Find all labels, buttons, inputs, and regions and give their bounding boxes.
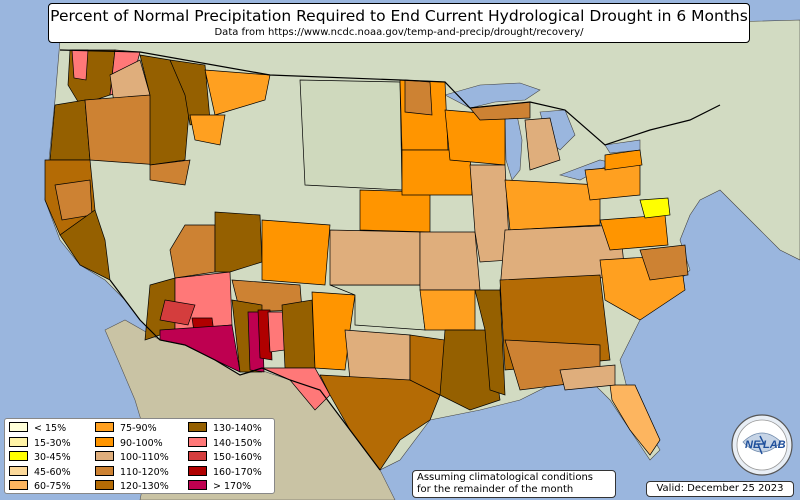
legend-label: 130-140% <box>213 423 262 434</box>
legend-item: 140-150% <box>188 436 262 450</box>
climatology-note: Assuming climatological conditions for t… <box>412 470 616 498</box>
legend-swatch <box>95 465 114 476</box>
legend-swatch <box>188 451 207 461</box>
legend-swatch <box>95 451 114 461</box>
region-mt-central <box>189 114 226 146</box>
legend-label: > 170% <box>213 481 252 492</box>
region-ne-east <box>359 189 431 233</box>
legend-item: 110-120% <box>95 465 169 479</box>
legend-item: < 15% <box>9 422 66 435</box>
region-ks <box>329 229 421 286</box>
legend-item: 90-100% <box>95 436 163 450</box>
legend-label: 100-110% <box>120 452 169 463</box>
legend-label: 140-150% <box>213 437 262 449</box>
region-tx-central <box>344 329 411 381</box>
region-nm-east <box>281 299 316 369</box>
map-title: Percent of Normal Precipitation Required… <box>50 7 748 25</box>
legend-label: < 15% <box>34 423 67 434</box>
title-box: Percent of Normal Precipitation Required… <box>48 3 750 43</box>
region-ar <box>419 289 476 331</box>
svg-text:NE: NE <box>745 439 761 451</box>
legend-swatch <box>9 422 28 432</box>
region-mi-lp <box>524 117 561 171</box>
legend-label: 120-130% <box>120 481 169 492</box>
legend-item: 30-45% <box>9 451 71 464</box>
legend-item: 45-60% <box>9 465 71 479</box>
nelab-logo: NE LAB <box>731 414 793 476</box>
legend-label: 45-60% <box>34 466 71 478</box>
legend-item: 75-90% <box>95 422 157 435</box>
region-wa-sw <box>71 49 89 81</box>
legend-label: 75-90% <box>120 423 157 434</box>
region-nc-east <box>639 244 689 281</box>
region-fl-north <box>559 364 616 391</box>
legend-label: 90-100% <box>120 437 163 449</box>
map-subtitle: Data from https://www.ncdc.noaa.gov/temp… <box>214 27 584 38</box>
legend: < 15% 15-30% 30-45% 45-60% 60-75% 75-90% 90-10… <box>4 418 275 494</box>
region-in-oh <box>504 179 601 231</box>
legend-label: 160-170% <box>213 466 262 478</box>
country-border <box>59 49 721 146</box>
legend-item: 160-170% <box>188 465 262 479</box>
region-dakotas <box>299 79 403 191</box>
region-nv-north <box>149 159 191 186</box>
legend-item: 150-160% <box>188 451 262 464</box>
region-or-west <box>49 99 91 161</box>
note-line-1: Assuming climatological conditions <box>417 472 593 483</box>
region-mt-east <box>204 69 271 116</box>
legend-swatch <box>95 480 114 490</box>
legend-label: 15-30% <box>34 437 71 449</box>
region-co-west <box>261 219 331 286</box>
region-la <box>439 329 501 411</box>
legend-label: 150-160% <box>213 452 262 463</box>
region-ut-east <box>214 211 263 273</box>
legend-item: 15-30% <box>9 436 71 450</box>
legend-label: 60-75% <box>34 481 71 492</box>
region-ms <box>474 289 506 396</box>
legend-swatch <box>188 465 207 476</box>
region-ut-west <box>169 224 216 279</box>
region-or-central <box>84 94 161 166</box>
region-mo <box>419 231 481 291</box>
region-az-pink-a <box>159 299 196 326</box>
svg-text:LAB: LAB <box>763 439 786 451</box>
valid-date: Valid: December 25 2023 <box>646 481 794 497</box>
region-md-yellow <box>639 197 671 219</box>
note-line-2: for the remainder of the month <box>417 484 574 495</box>
legend-swatch <box>188 436 207 447</box>
legend-label: 30-45% <box>34 452 71 463</box>
region-pa <box>584 164 641 201</box>
region-mn-west <box>404 79 433 116</box>
region-fl <box>609 384 661 456</box>
legend-swatch <box>9 436 28 447</box>
legend-item: 120-130% <box>95 480 169 493</box>
region-va <box>599 214 669 251</box>
legend-swatch <box>95 422 114 432</box>
legend-swatch <box>9 451 28 461</box>
legend-swatch <box>95 436 114 447</box>
legend-label: 110-120% <box>120 466 169 478</box>
mexico-border <box>109 279 381 471</box>
legend-item: 130-140% <box>188 422 262 435</box>
region-il <box>469 164 511 263</box>
legend-swatch <box>188 480 207 490</box>
legend-item: 60-75% <box>9 480 71 493</box>
legend-item: 100-110% <box>95 451 169 464</box>
legend-swatch <box>9 465 28 476</box>
legend-item: > 170% <box>188 480 251 493</box>
region-ny <box>604 149 643 171</box>
legend-swatch <box>9 480 28 490</box>
region-ca-central <box>54 179 93 221</box>
region-ca-south <box>59 209 111 281</box>
legend-swatch <box>188 422 207 432</box>
